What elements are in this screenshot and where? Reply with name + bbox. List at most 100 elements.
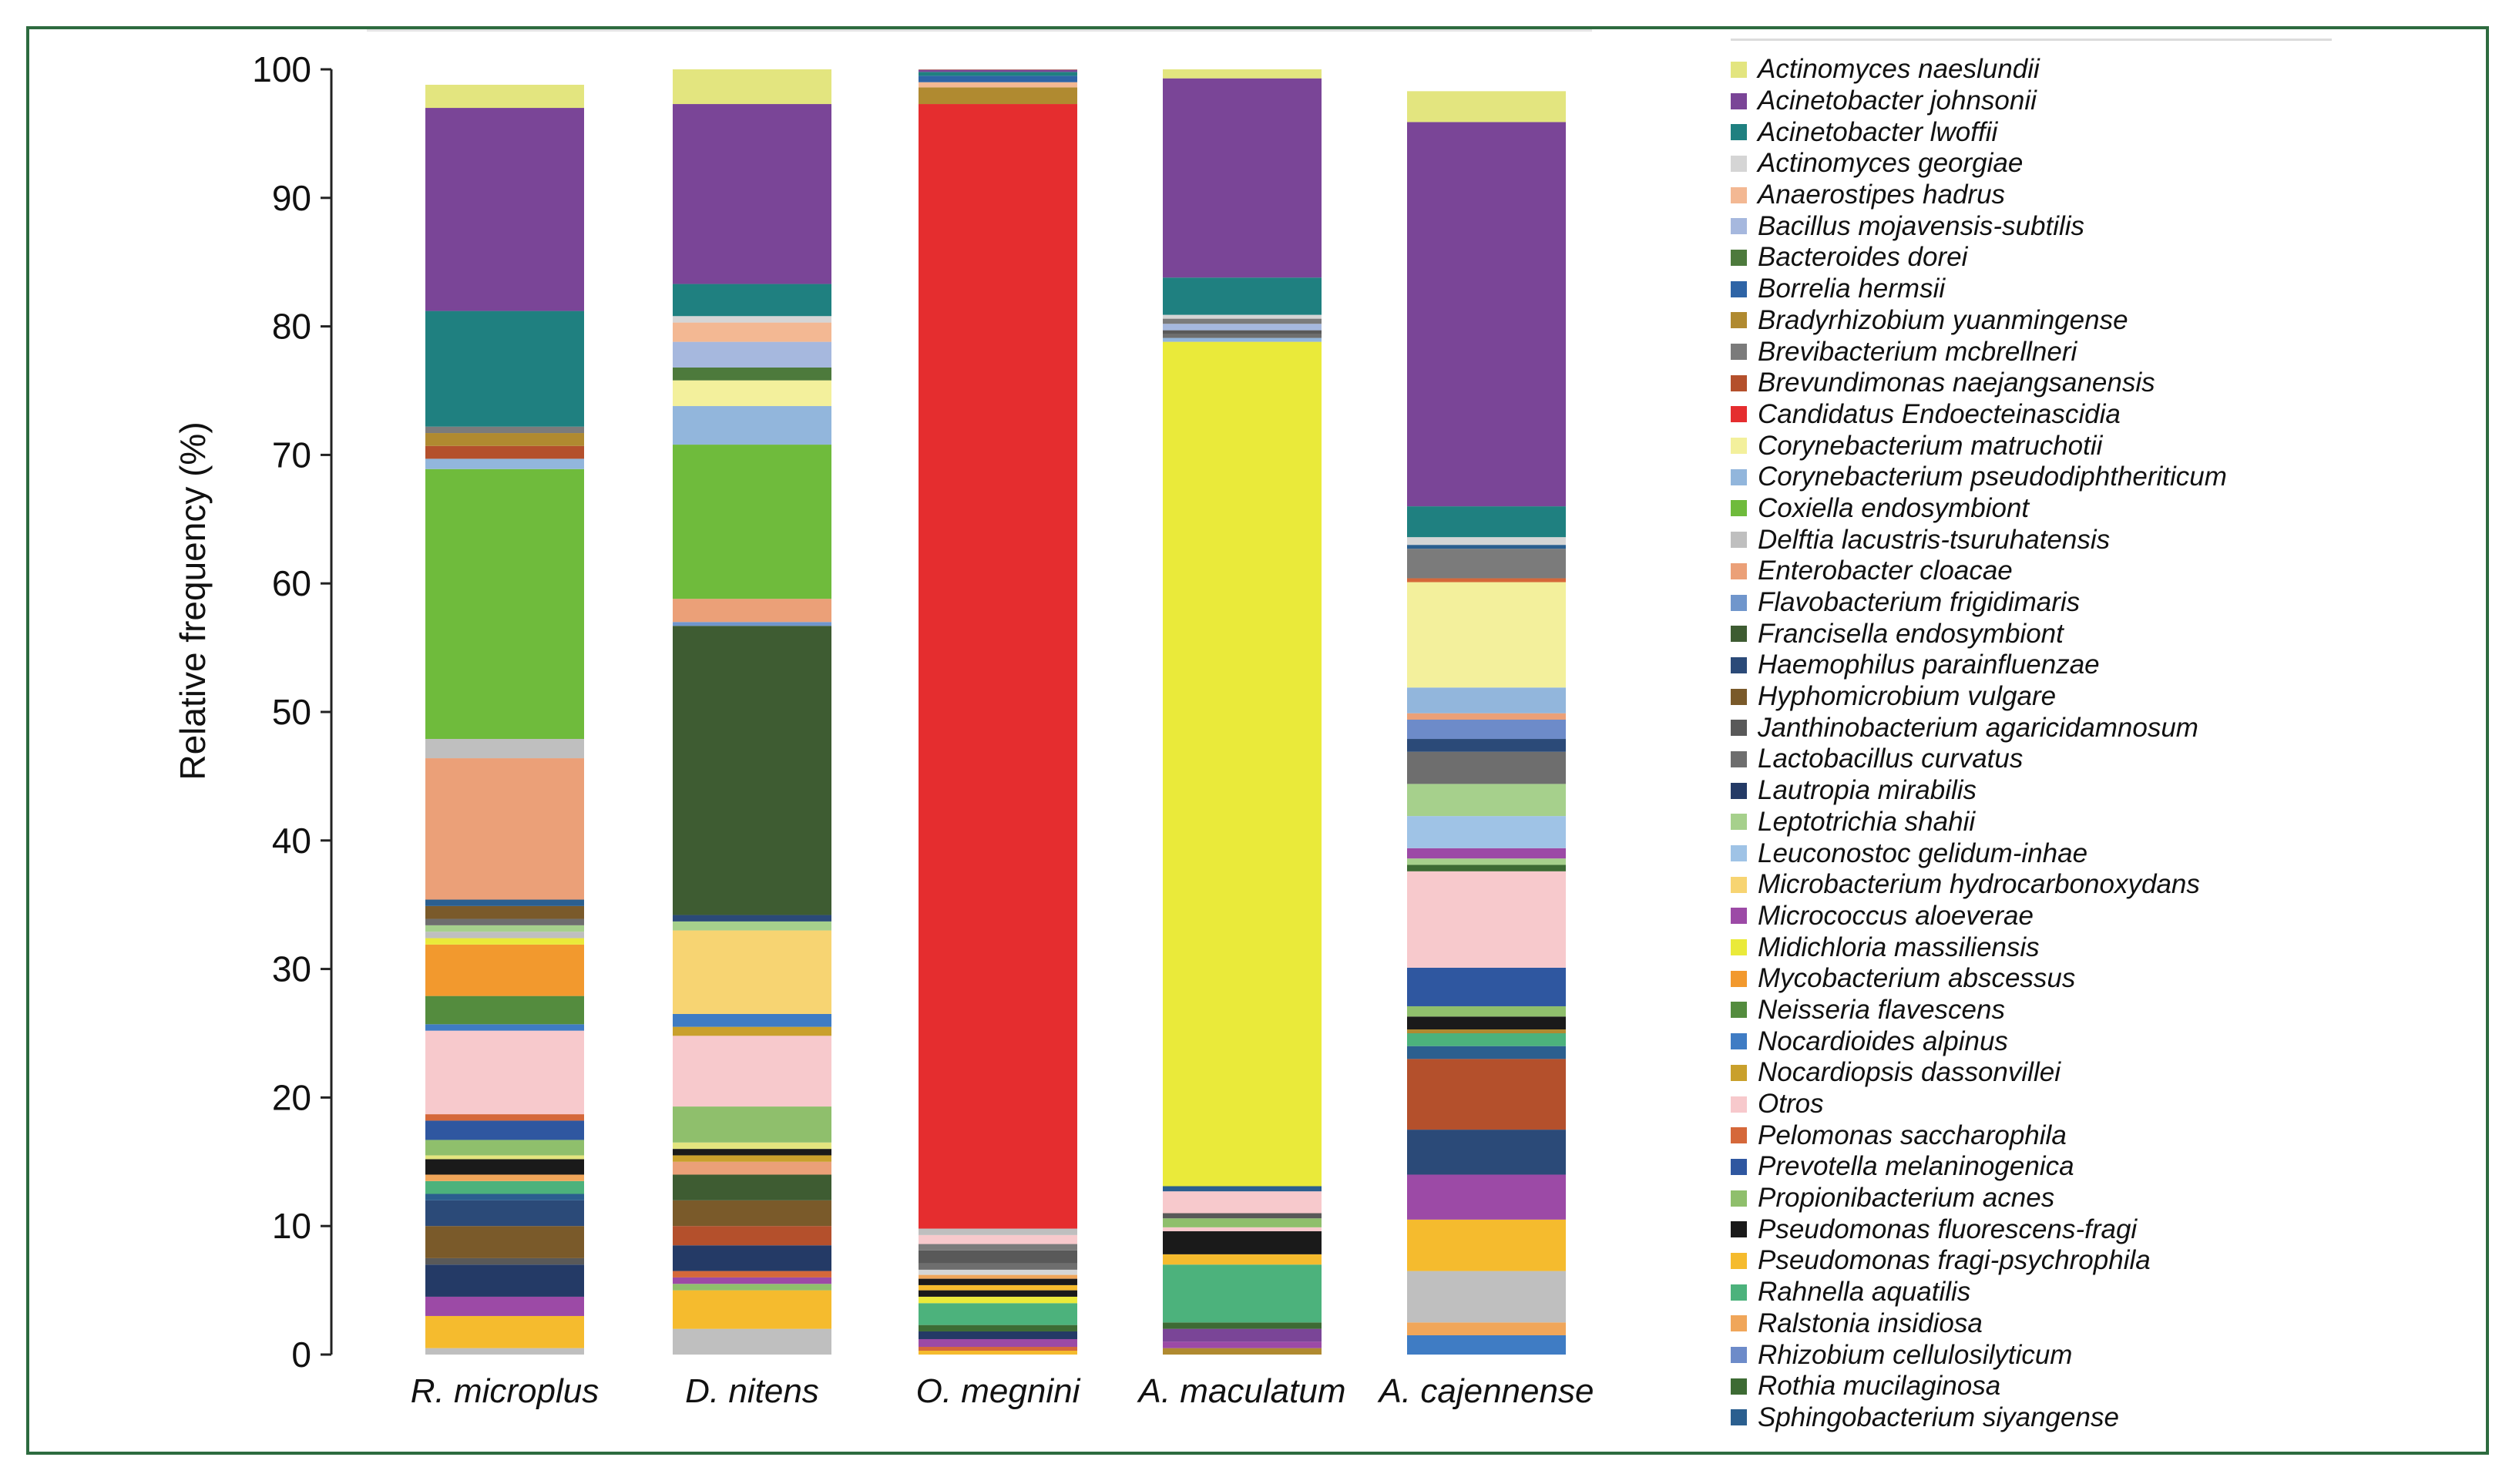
legend-label: Neisseria flavescens	[1758, 994, 2005, 1025]
legend-label: Enterobacter cloacae	[1758, 556, 2013, 586]
legend-label: Lautropia mirabilis	[1758, 775, 1977, 806]
legend: Actinomyces naeslundii Acinetobacter john…	[1731, 54, 2463, 1433]
legend-swatch	[1731, 1033, 1747, 1050]
legend-swatch	[1731, 876, 1747, 893]
bar-segment	[1407, 582, 1566, 688]
bar-segment	[1407, 1029, 1566, 1033]
bar-segment	[1163, 277, 1322, 315]
legend-label: Janthinobacterium agaricidamnosum	[1758, 712, 2198, 743]
legend-swatch	[1731, 656, 1747, 673]
bar-segment	[425, 1296, 584, 1316]
bar-segment	[919, 1350, 1077, 1355]
bar-segment	[425, 932, 584, 938]
legend-item: Rahnella aquatilis	[1731, 1277, 2463, 1308]
bar-segment	[673, 1036, 831, 1107]
bar-segment	[919, 1346, 1077, 1351]
legend-item: Actinomyces naeslundii	[1731, 54, 2463, 86]
legend-swatch	[1731, 562, 1747, 579]
bar-segment	[1163, 1218, 1322, 1227]
bar-segment	[673, 930, 831, 1014]
bar-segment	[919, 69, 1077, 72]
figure-frame	[26, 26, 2489, 1455]
legend-rule	[1731, 39, 2332, 41]
bar-segment	[1407, 713, 1566, 720]
bar-segment	[673, 1142, 831, 1150]
bar-segment	[425, 1114, 584, 1121]
bar-segment	[919, 1250, 1077, 1264]
legend-label: Bradyrhizobium yuanmingense	[1758, 304, 2128, 335]
bar-segment	[1407, 506, 1566, 538]
bar-segment	[1163, 1227, 1322, 1231]
bar-stack	[425, 85, 584, 1355]
bar-stack	[673, 69, 831, 1355]
x-tick-label: D. nitens	[685, 1372, 819, 1410]
legend-item: Rhizobium cellulosilyticum	[1731, 1339, 2463, 1371]
legend-item: Brevibacterium mcbrellneri	[1731, 336, 2463, 368]
bar-segment	[425, 918, 584, 925]
bar-segment	[1407, 537, 1566, 546]
bar-segment	[1407, 967, 1566, 1006]
legend-item: Bacillus mojavensis-subtilis	[1731, 210, 2463, 242]
legend-label: Nocardiopsis dassonvillei	[1758, 1057, 2061, 1088]
legend-swatch	[1731, 1158, 1747, 1175]
legend-item: Hyphomicrobium vulgare	[1731, 681, 2463, 713]
bar-segment	[673, 104, 831, 284]
legend-label: Anaerostipes hadrus	[1758, 180, 2006, 210]
bar-segment	[1407, 1130, 1566, 1175]
bar-segment	[1407, 1059, 1566, 1130]
bar-segment	[919, 104, 1077, 1229]
legend-swatch	[1731, 908, 1747, 925]
legend-label: Bacillus mojavensis-subtilis	[1758, 210, 2085, 241]
bar-segment	[919, 1244, 1077, 1251]
bar-segment	[425, 899, 584, 906]
bar-segment	[425, 739, 584, 759]
legend-swatch	[1731, 374, 1747, 391]
legend-item: Pseudomonas fluorescens-fragi	[1731, 1214, 2463, 1245]
bar-segment	[1407, 784, 1566, 817]
legend-item: Micrococcus aloeverae	[1731, 901, 2463, 932]
bar-segment	[673, 1161, 831, 1175]
legend-item: Prevotella melaninogenica	[1731, 1151, 2463, 1183]
bar-segment	[673, 367, 831, 381]
legend-label: Leuconostoc gelidum-inhae	[1758, 838, 2088, 868]
legend-item: Corynebacterium pseudodiphtheriticum	[1731, 462, 2463, 493]
bar-segment	[1407, 751, 1566, 784]
legend-label: Microbacterium hydrocarbonoxydans	[1758, 869, 2200, 900]
legend-label: Francisella endosymbiont	[1758, 618, 2064, 649]
bar-segment	[425, 445, 584, 459]
legend-item: Brevundimonas naejangsanensis	[1731, 368, 2463, 399]
bar-segment	[1407, 739, 1566, 752]
legend-label: Otros	[1758, 1089, 1824, 1120]
legend-label: Rothia mucilaginosa	[1758, 1371, 2001, 1402]
bar-segment	[1407, 1271, 1566, 1323]
bar-segment	[425, 1200, 584, 1227]
legend-label: Nocardioides alpinus	[1758, 1026, 2008, 1056]
legend-item: Nocardiopsis dassonvillei	[1731, 1057, 2463, 1089]
legend-label: Micrococcus aloeverae	[1758, 900, 2034, 931]
legend-item: Microbacterium hydrocarbonoxydans	[1731, 869, 2463, 901]
x-tick-label: R. microplus	[411, 1372, 600, 1410]
bar-segment	[425, 468, 584, 740]
legend-item: Lautropia mirabilis	[1731, 775, 2463, 807]
legend-item: Actinomyces georgiae	[1731, 148, 2463, 180]
y-axis-title: Relative frequency (%)	[173, 421, 213, 780]
legend-item: Anaerostipes hadrus	[1731, 180, 2463, 211]
bar-segment	[1163, 1328, 1322, 1342]
legend-swatch	[1731, 845, 1747, 862]
legend-item: Haemophilus parainfluenzae	[1731, 650, 2463, 681]
legend-label: Hyphomicrobium vulgare	[1758, 681, 2057, 712]
legend-item: Leuconostoc gelidum-inhae	[1731, 838, 2463, 869]
legend-swatch	[1731, 814, 1747, 831]
bar-segment	[425, 1315, 584, 1348]
bar-segment	[919, 1274, 1077, 1279]
legend-label: Acinetobacter johnsonii	[1758, 86, 2037, 116]
bar-segment	[673, 915, 831, 922]
legend-item: Propionibacterium acnes	[1731, 1183, 2463, 1214]
bars	[425, 69, 1566, 1355]
legend-swatch	[1731, 61, 1747, 78]
bar-segment	[1163, 330, 1322, 334]
legend-label: Coxiella endosymbiont	[1758, 492, 2030, 523]
legend-item: Bradyrhizobium yuanmingense	[1731, 305, 2463, 337]
bar-segment	[673, 380, 831, 407]
